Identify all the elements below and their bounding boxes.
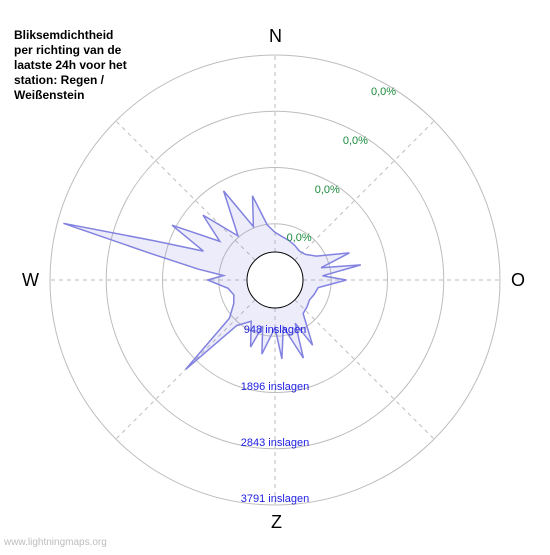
cardinal-e: O (511, 270, 525, 291)
ring-strikes-label: 2843 inslagen (241, 437, 310, 449)
chart-title: Bliksemdichtheid per richting van de laa… (14, 28, 134, 103)
ring-pct-label: 0,0% (315, 184, 340, 196)
ring-strikes-label: 1896 inslagen (241, 381, 310, 393)
ring-pct-label: 0,0% (287, 232, 312, 244)
cardinal-w: W (22, 270, 39, 291)
watermark-text: www.lightningmaps.org (4, 537, 107, 548)
ring-strikes-label: 3791 inslagen (241, 493, 310, 505)
lightning-rose-chart: Bliksemdichtheid per richting van de laa… (0, 0, 550, 550)
cardinal-s: Z (271, 512, 282, 533)
ring-pct-label: 0,0% (343, 135, 368, 147)
ring-pct-label: 0,0% (371, 86, 396, 98)
cardinal-n: N (269, 26, 282, 47)
ring-strikes-label: 948 inslagen (244, 324, 306, 336)
